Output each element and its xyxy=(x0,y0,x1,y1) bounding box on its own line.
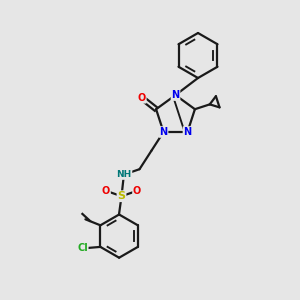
Text: N: N xyxy=(159,127,168,137)
Text: S: S xyxy=(118,191,125,201)
Text: N: N xyxy=(171,90,180,100)
Text: Cl: Cl xyxy=(77,243,88,254)
Text: O: O xyxy=(102,186,110,196)
Text: O: O xyxy=(133,186,141,196)
Text: N: N xyxy=(183,127,192,137)
Text: O: O xyxy=(138,93,146,103)
Text: NH: NH xyxy=(116,170,131,179)
